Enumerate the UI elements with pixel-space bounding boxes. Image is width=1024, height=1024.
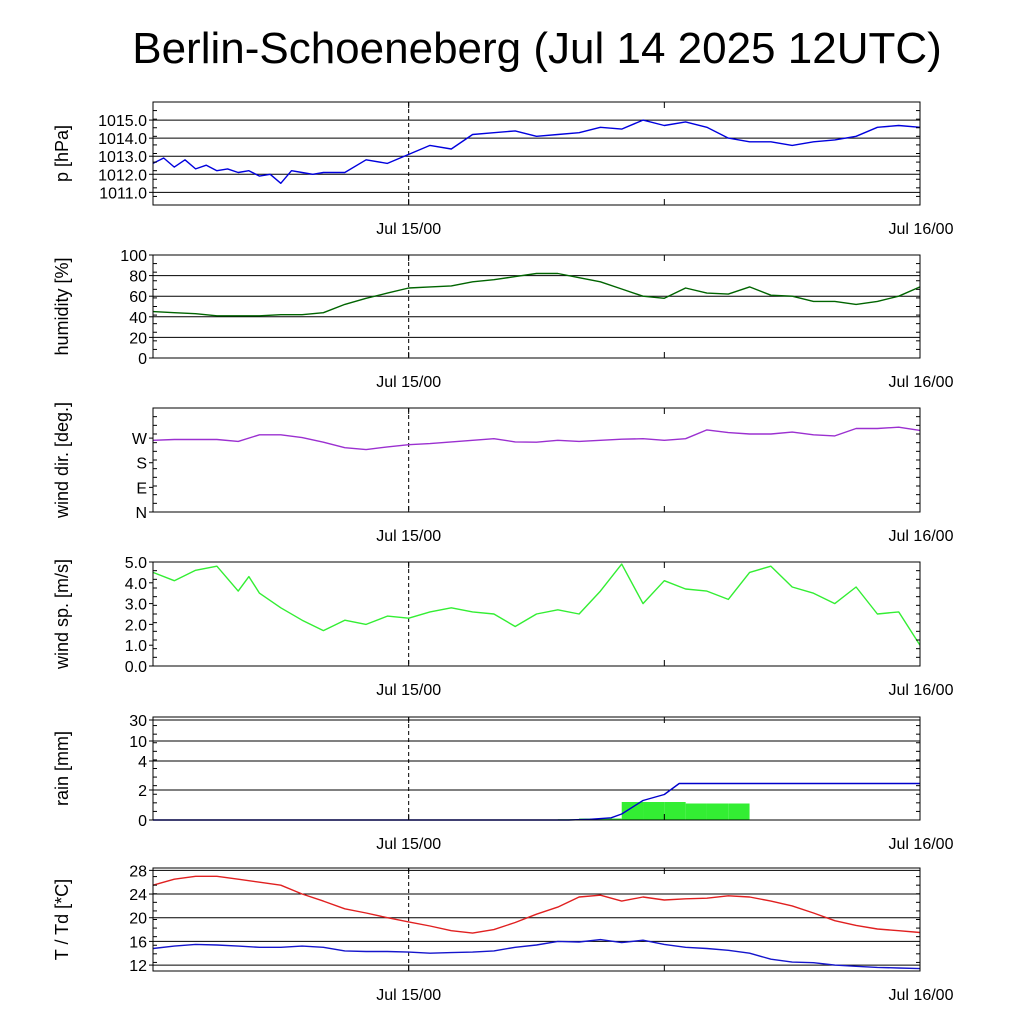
temperature-line — [152, 875, 921, 934]
pressure-y-tick-label: 1013.0 — [98, 149, 147, 166]
wind-speed-ylabel: wind sp. [m/s] — [52, 559, 72, 670]
humidity-y-tick-label: 60 — [129, 289, 147, 306]
rain-y-tick-label: 4 — [138, 754, 147, 771]
rain-y-tick-label: 2 — [138, 783, 147, 800]
pressure-ylabel: p [hPa] — [52, 125, 72, 182]
humidity-y-tick-label: 80 — [129, 269, 147, 286]
rain-y-tick-label: 0 — [138, 813, 147, 830]
wind-dir-x-label: Jul 16/00 — [889, 528, 954, 545]
wind-speed-y-tick-label: 1.0 — [125, 638, 147, 655]
temperature-y-tick-label: 20 — [129, 911, 147, 928]
pressure-frame — [152, 101, 921, 206]
wind-speed-y-tick-label: 4.0 — [125, 576, 147, 593]
wind-dir-x-label: Jul 15/00 — [376, 528, 441, 545]
wind_dir-line — [152, 426, 921, 451]
wind-speed-y-tick-label: 2.0 — [125, 617, 147, 634]
wind-dir-y-tick-label: N — [135, 505, 147, 522]
temperature-y-tick-label: 24 — [129, 887, 147, 904]
humidity-frame — [152, 254, 921, 359]
rain-bar — [728, 803, 750, 820]
temperature-y-tick-label: 12 — [129, 958, 147, 975]
rain-bar — [643, 802, 665, 820]
rain-bar — [621, 802, 644, 820]
rain_sum-line — [153, 782, 920, 821]
rain-x-label: Jul 16/00 — [889, 836, 954, 853]
wind-speed-y-tick-label: 0.0 — [125, 659, 147, 676]
temperature-y-tick-label: 16 — [129, 934, 147, 951]
rain-ylabel: rain [mm] — [52, 731, 72, 806]
pressure-y-tick-label: 1015.0 — [98, 113, 147, 130]
rain-y-tick-label: 10 — [129, 734, 147, 751]
rain-y-tick-label: 30 — [129, 713, 147, 730]
wind-speed-y-tick-label: 5.0 — [125, 555, 147, 572]
temperature-x-label: Jul 15/00 — [376, 987, 441, 1004]
wind-dir-ylabel: wind dir. [deg.] — [52, 402, 72, 519]
humidity-y-tick-label: 20 — [129, 330, 147, 347]
humidity-ylabel: humidity [%] — [52, 257, 72, 355]
dewpoint-line — [152, 938, 921, 970]
pressure-y-tick-label: 1012.0 — [98, 167, 147, 184]
humidity-line — [152, 272, 921, 317]
wind_speed-line — [152, 563, 921, 646]
wind-dir-y-tick-label: W — [132, 431, 148, 448]
pressure-y-tick-label: 1014.0 — [98, 131, 147, 148]
rain-bar — [664, 802, 686, 820]
temperature-x-label: Jul 16/00 — [889, 987, 954, 1004]
wind-dir-y-tick-label: E — [136, 480, 147, 497]
pressure-y-tick-label: 1011.0 — [99, 185, 147, 202]
humidity-y-tick-label: 100 — [120, 248, 147, 265]
wind-speed-x-label: Jul 16/00 — [889, 682, 954, 699]
chart-title: Berlin-Schoeneberg (Jul 14 2025 12UTC) — [132, 24, 942, 73]
rain-bar — [706, 803, 729, 820]
humidity-y-tick-label: 0 — [138, 351, 147, 368]
temperature-ylabel: T / Td [*C] — [52, 879, 72, 960]
pressure-x-label: Jul 16/00 — [889, 221, 954, 238]
wind-speed-x-label: Jul 15/00 — [376, 682, 441, 699]
pressure-x-label: Jul 15/00 — [376, 221, 441, 238]
wind-dir-y-tick-label: S — [136, 456, 147, 473]
wind-speed-y-tick-label: 3.0 — [125, 597, 147, 614]
rain-frame — [152, 716, 921, 821]
rain-bar — [685, 803, 707, 820]
humidity-y-tick-label: 40 — [129, 310, 147, 327]
rain-bar — [600, 818, 622, 820]
humidity-x-label: Jul 16/00 — [889, 374, 954, 391]
pressure-line — [152, 119, 921, 185]
wind-dir-frame — [152, 407, 921, 513]
humidity-x-label: Jul 15/00 — [376, 374, 441, 391]
temperature-y-tick-label: 28 — [129, 863, 147, 880]
rain-x-label: Jul 15/00 — [376, 836, 441, 853]
